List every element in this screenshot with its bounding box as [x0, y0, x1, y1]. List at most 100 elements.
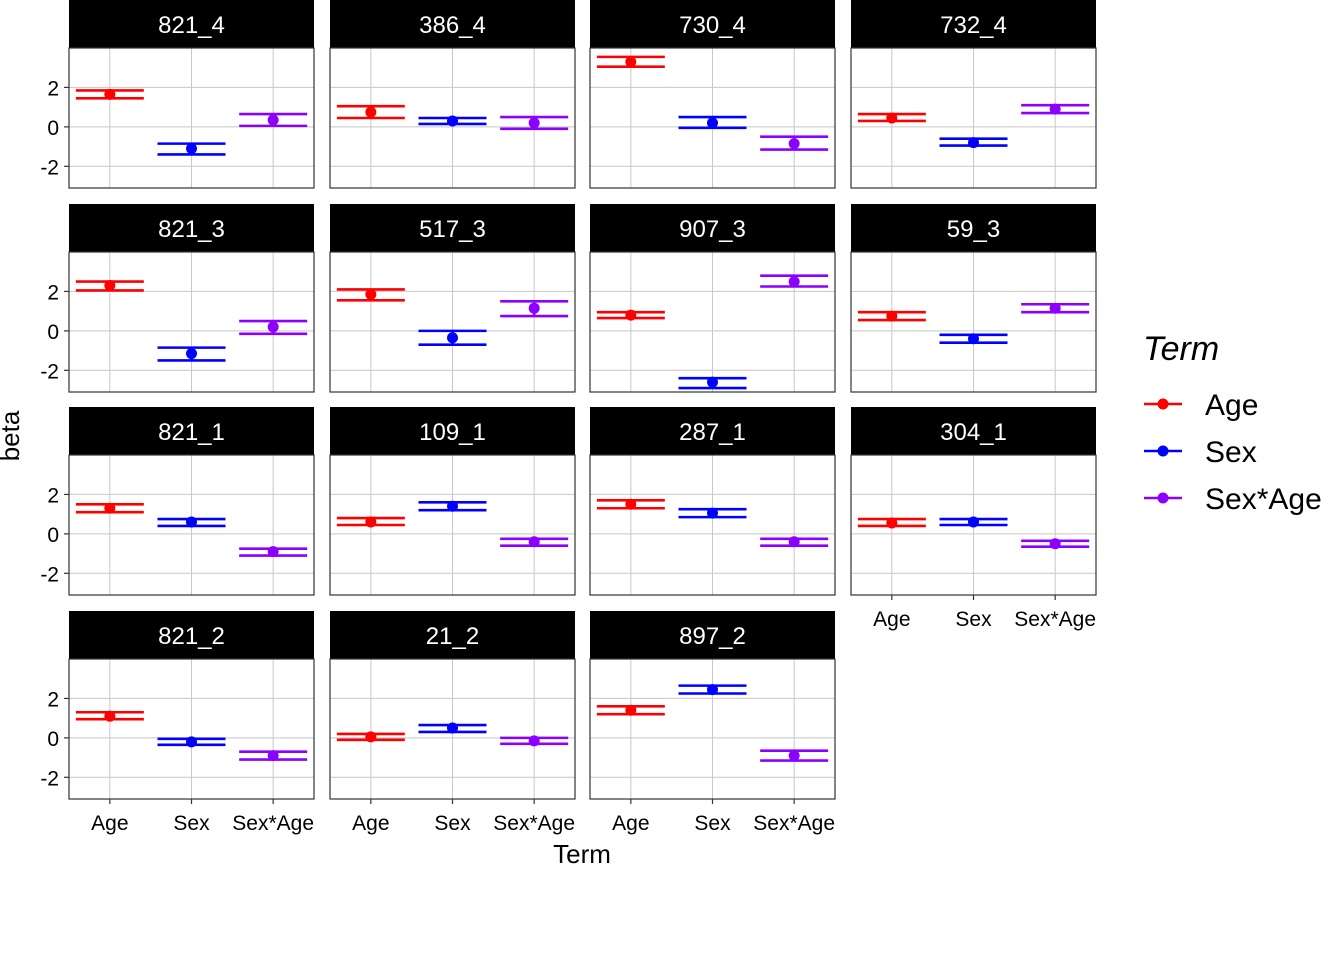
facet-panel: 732_4 — [850, 0, 1097, 189]
facet-panel: 821_1 -2 0 2 — [40, 407, 315, 596]
x-tick-label: Sex*Age — [493, 812, 575, 835]
facet-panel: 21_2 Age Sex Sex*Age — [329, 611, 576, 835]
data-point — [528, 536, 540, 548]
facet-panel: 109_1 — [329, 407, 576, 596]
data-point — [186, 736, 197, 748]
data-point — [886, 310, 898, 322]
data-point — [365, 106, 377, 118]
facet-panel: 907_3 — [589, 204, 836, 393]
y-tick-label: -2 — [40, 156, 59, 179]
facet-strip — [851, 0, 1096, 48]
data-point — [968, 516, 979, 528]
facet-panel: 821_2 -2 0 2 Age Sex Sex*Age — [40, 611, 315, 835]
legend: Term Age Sex Sex*Age — [1143, 330, 1322, 516]
data-point — [788, 276, 800, 288]
panel-border — [329, 47, 576, 189]
facet-strip-label: 907_3 — [679, 216, 746, 243]
facet-strip — [851, 204, 1096, 252]
facet-strip-label: 897_2 — [679, 623, 746, 650]
panel-border — [589, 251, 836, 393]
data-point — [707, 684, 718, 696]
data-point — [1049, 302, 1061, 314]
data-point — [707, 376, 718, 388]
data-point — [104, 88, 116, 100]
panel-border — [68, 47, 315, 189]
data-point — [267, 546, 279, 558]
data-point — [186, 348, 197, 360]
data-point — [104, 280, 116, 292]
y-axis-title: beta — [0, 410, 25, 461]
panel-border — [68, 251, 315, 393]
facet-strip — [69, 611, 314, 659]
y-tick-label: 2 — [47, 688, 59, 711]
facet-strip-label: 386_4 — [419, 12, 486, 39]
data-point — [886, 112, 898, 124]
x-tick-label: Sex — [173, 812, 210, 835]
panel-border — [589, 47, 836, 189]
legend-entry-label: Age — [1205, 389, 1258, 422]
data-point — [968, 137, 979, 149]
legend-entry-label: Sex — [1205, 436, 1257, 469]
panel-border — [68, 454, 315, 596]
data-point — [788, 138, 800, 150]
panel-border — [850, 251, 1097, 393]
data-point — [1049, 538, 1061, 550]
data-point — [365, 731, 377, 743]
facet-panel: 517_3 — [329, 204, 576, 393]
facet-panel: 59_3 — [850, 204, 1097, 393]
data-point — [625, 498, 637, 510]
facet-strip-label: 821_3 — [158, 216, 225, 243]
data-point — [528, 302, 540, 314]
data-point — [186, 516, 197, 528]
data-point — [365, 516, 377, 528]
facet-strip — [69, 407, 314, 455]
data-point — [528, 117, 540, 129]
x-tick-label: Sex*Age — [1014, 608, 1096, 631]
legend-key-point — [1157, 445, 1169, 457]
facet-strip-label: 287_1 — [679, 419, 746, 446]
facet-panel: 897_2 Age Sex Sex*Age — [589, 611, 836, 835]
legend-key-point — [1157, 398, 1169, 410]
facet-strip-label: 109_1 — [419, 419, 486, 446]
y-tick-label: 2 — [47, 77, 59, 100]
facet-strip — [851, 407, 1096, 455]
data-point — [788, 750, 800, 762]
panel-border — [589, 454, 836, 596]
facet-strip-label: 730_4 — [679, 12, 746, 39]
x-tick-label: Age — [612, 812, 649, 835]
panel-border — [329, 454, 576, 596]
facet-panel: 304_1 Age Sex Sex*Age — [850, 407, 1097, 631]
legend-entries: Age Sex Sex*Age — [1144, 389, 1322, 516]
x-tick-label: Sex*Age — [232, 812, 314, 835]
data-point — [447, 115, 458, 127]
facet-strip-label: 732_4 — [940, 12, 1007, 39]
data-point — [528, 735, 540, 747]
data-point — [447, 332, 458, 344]
y-tick-label: -2 — [40, 360, 59, 383]
data-point — [267, 321, 279, 333]
facet-strip — [330, 611, 575, 659]
x-tick-label: Sex — [694, 812, 731, 835]
x-tick-label: Age — [873, 608, 910, 631]
facet-strip — [69, 204, 314, 252]
facet-strip — [330, 0, 575, 48]
data-point — [968, 333, 979, 345]
facet-strip — [330, 407, 575, 455]
facet-strip-label: 21_2 — [426, 623, 479, 650]
facet-strip-label: 821_1 — [158, 419, 225, 446]
y-tick-label: 0 — [47, 321, 59, 344]
facet-panel: 386_4 — [329, 0, 576, 189]
facet-panels: 821_4 -2 0 2 386_4 730_4 732_4 821_3 -2 0 2 517_3 90… — [40, 0, 1097, 835]
facet-strip-label: 59_3 — [947, 216, 1000, 243]
x-tick-label: Sex — [955, 608, 992, 631]
facet-panel: 730_4 — [589, 0, 836, 189]
y-tick-label: -2 — [40, 563, 59, 586]
data-point — [267, 114, 279, 126]
facet-strip — [330, 204, 575, 252]
data-point — [788, 536, 800, 548]
data-point — [267, 750, 279, 762]
facet-panel: 821_3 -2 0 2 — [40, 204, 315, 393]
x-tick-label: Sex*Age — [753, 812, 835, 835]
y-tick-label: 2 — [47, 281, 59, 304]
facet-strip-label: 821_2 — [158, 623, 225, 650]
